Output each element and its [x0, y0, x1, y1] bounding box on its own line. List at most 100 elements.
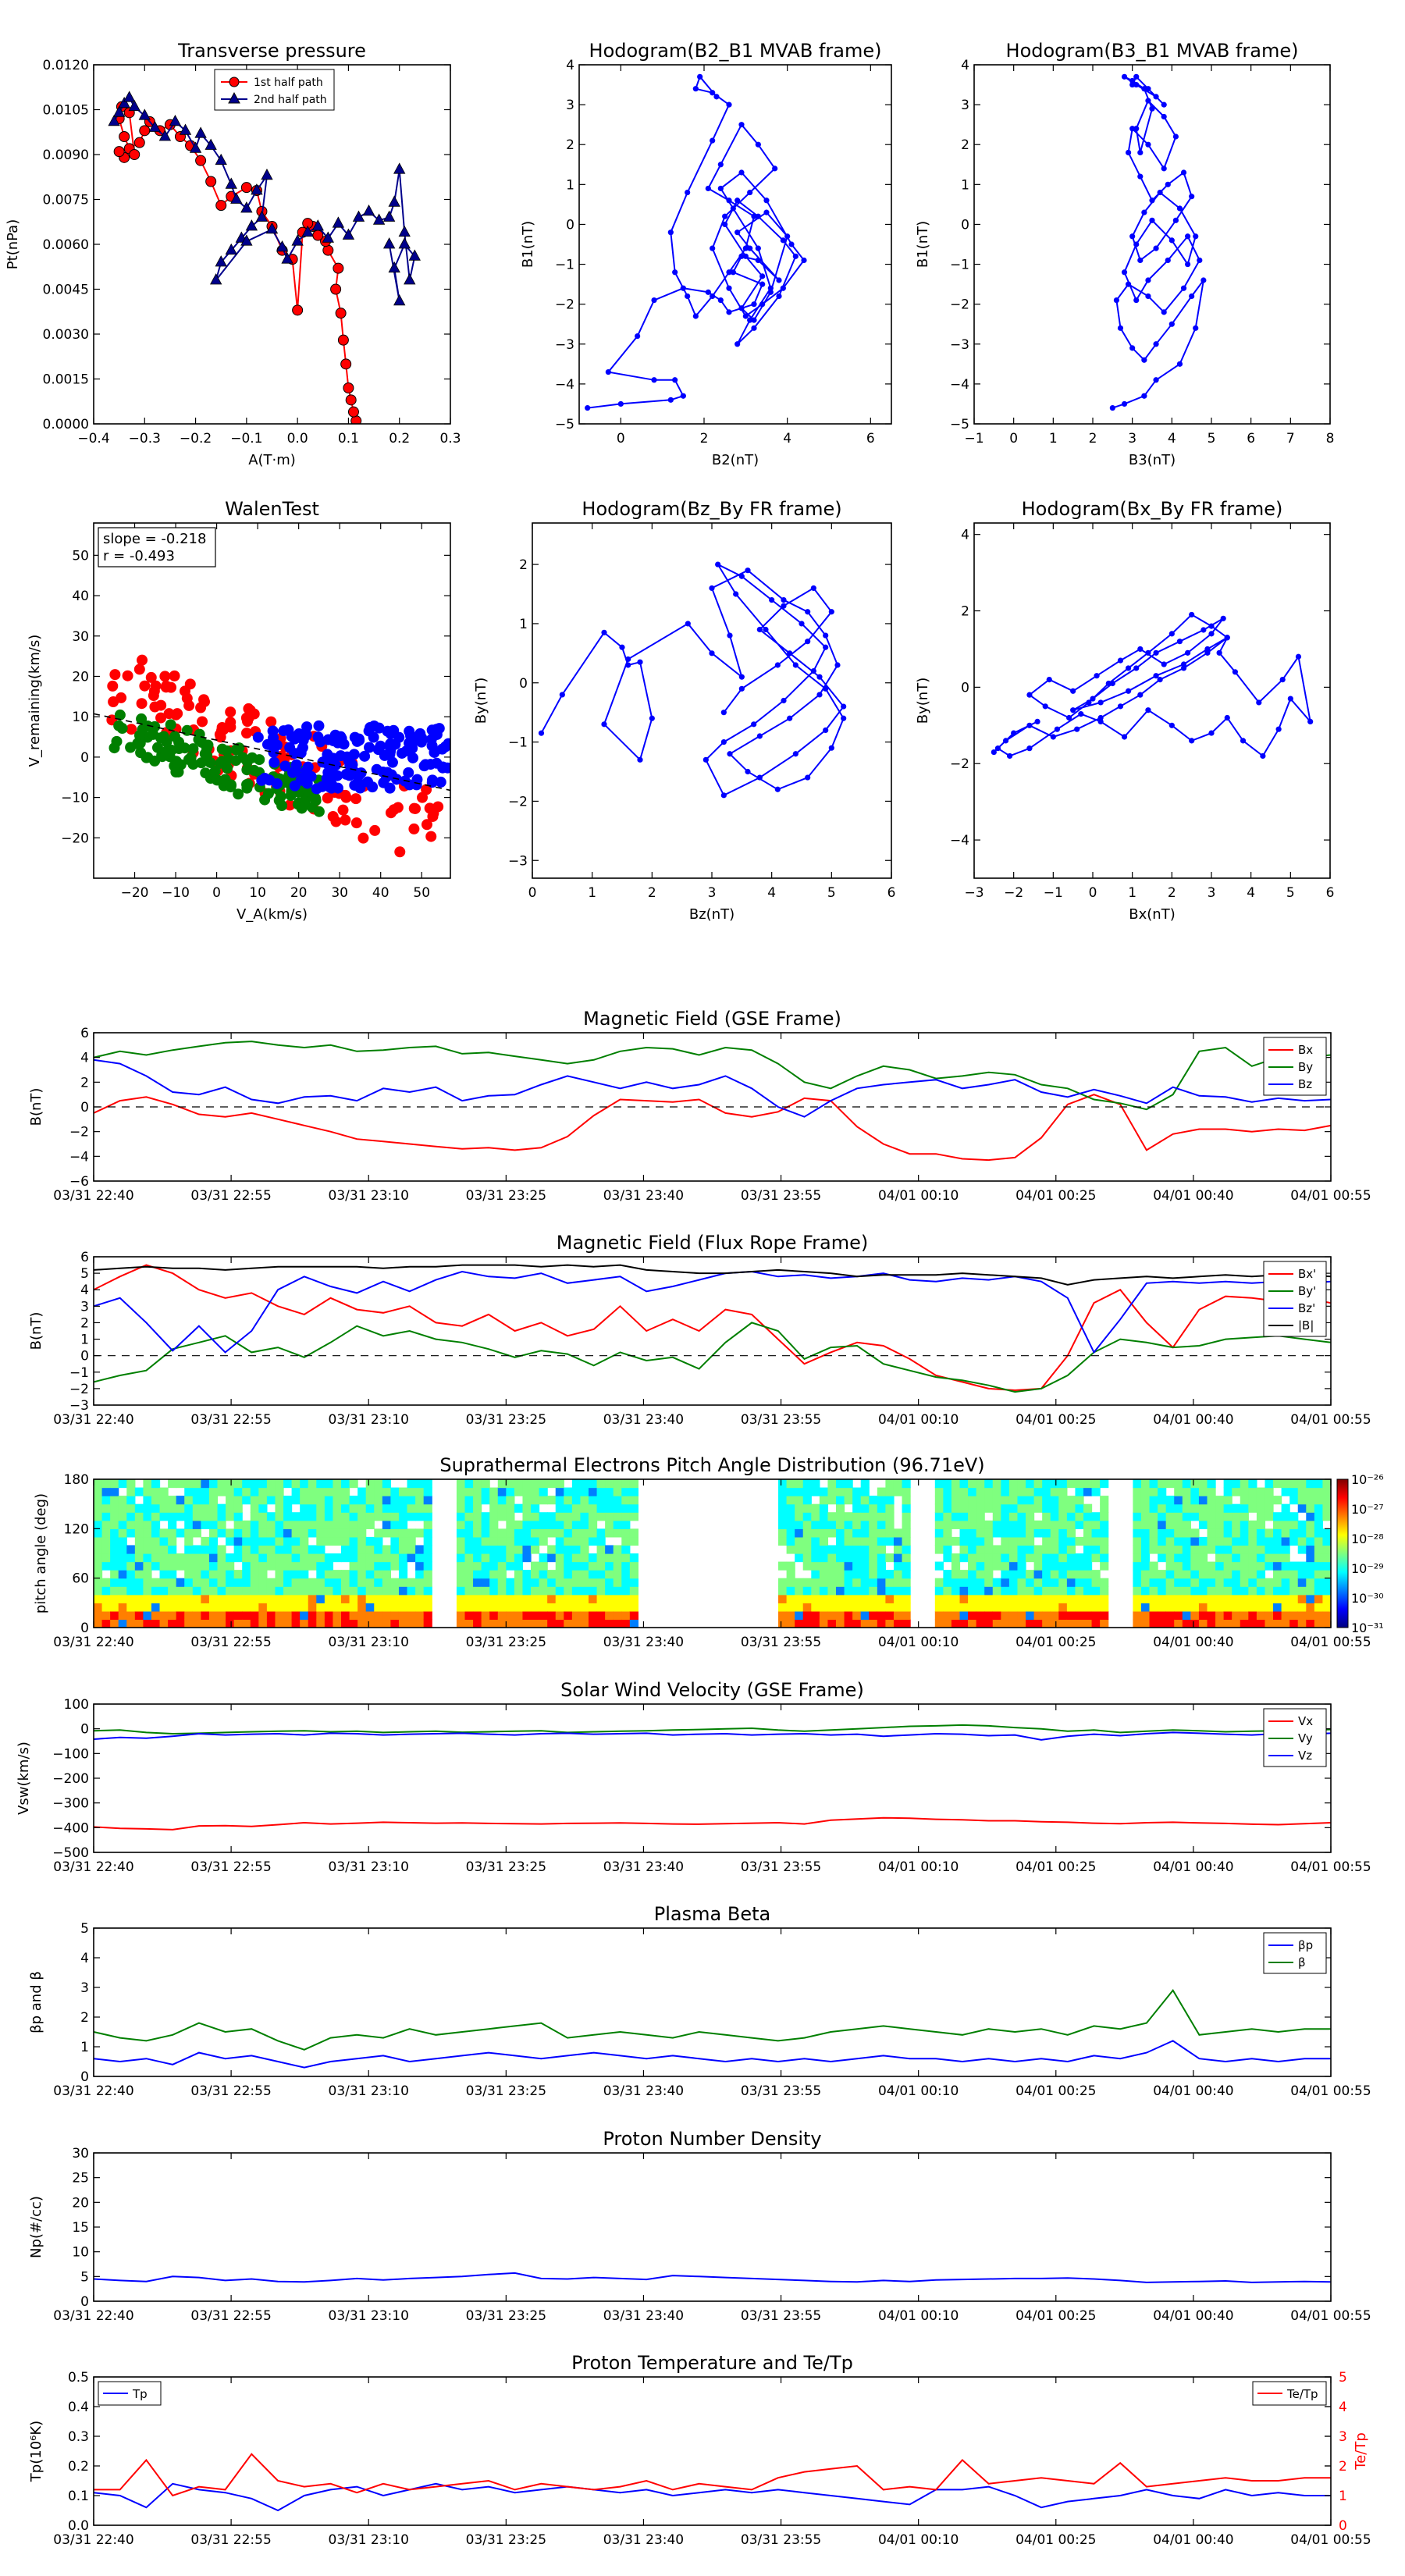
pad-cell [1140, 1520, 1151, 1529]
pad-cell [1075, 1503, 1084, 1513]
pt-point [205, 176, 217, 187]
pad-cell [564, 1603, 573, 1612]
pad-cell [514, 1570, 524, 1579]
pad-cell [365, 1578, 375, 1587]
pt-legend-marker [228, 91, 240, 104]
pad-cell [481, 1545, 490, 1554]
pad-cell [629, 1512, 638, 1521]
pad-cell [473, 1594, 482, 1603]
pad-cell [143, 1545, 152, 1554]
pad-cell [291, 1603, 301, 1612]
pad-cell [1066, 1594, 1076, 1603]
h21-point [747, 317, 753, 323]
pad-cell [802, 1586, 812, 1596]
pad-cell [1264, 1594, 1274, 1603]
pad-cell [1066, 1610, 1076, 1621]
walen-point [279, 760, 291, 772]
pad-cell [242, 1520, 251, 1529]
pad-cell [1215, 1619, 1225, 1628]
bgse-legend-label: Bz [1298, 1077, 1312, 1091]
pad-cell [514, 1610, 524, 1621]
pad-cell [357, 1619, 367, 1628]
pad-cell [934, 1578, 944, 1587]
pad-cell [365, 1586, 375, 1596]
pad-cell [877, 1536, 886, 1546]
tp-xtick-label: 03/31 22:55 [190, 2532, 271, 2548]
pt-ylabel: Pt(nPa) [5, 219, 21, 269]
pad-cell [94, 1536, 103, 1546]
pad-cell [1165, 1594, 1175, 1603]
pad-cell [844, 1536, 853, 1546]
pad-cell [877, 1594, 886, 1603]
pad-cell [464, 1610, 474, 1621]
pad-cell [357, 1512, 367, 1521]
pad-cell [1273, 1603, 1282, 1612]
walen-xtick-label: 50 [413, 885, 430, 901]
h31-point [1153, 94, 1159, 100]
hxy-point [1168, 631, 1175, 637]
hzy-xtick-label: 3 [708, 885, 717, 901]
walen-point [262, 788, 274, 799]
hxy-frame [973, 522, 1331, 879]
hzy-point [601, 721, 607, 728]
pad-cell [291, 1561, 301, 1571]
pad-cell [1033, 1553, 1043, 1563]
hzy-point [823, 644, 829, 650]
pad-cell [795, 1545, 804, 1554]
pad-cell [481, 1619, 490, 1628]
walen-point [347, 759, 358, 770]
tp-legend-left-label: Tp [132, 2387, 148, 2401]
pad-cell [1306, 1619, 1315, 1628]
pad-cell [489, 1496, 499, 1505]
pad-ytick-label: 60 [72, 1571, 89, 1587]
hxy-point [1086, 699, 1092, 706]
pad-cell [1223, 1594, 1232, 1603]
pad-cell [819, 1496, 829, 1505]
pad-cell [571, 1479, 582, 1489]
walen-point [367, 781, 379, 793]
pad-cell [539, 1570, 548, 1579]
pad-cell [1158, 1487, 1167, 1496]
pt-point [393, 162, 406, 174]
h21-point [792, 253, 799, 259]
pad-cell [349, 1594, 358, 1603]
walen-point [230, 755, 242, 767]
pad-cell [943, 1536, 952, 1546]
walen-point [382, 767, 393, 778]
pad-cell [143, 1512, 152, 1521]
h31-ytick-label: −3 [950, 337, 969, 353]
pad-cell [580, 1553, 589, 1563]
pad-cell [1050, 1578, 1059, 1587]
pad-cell [1264, 1479, 1274, 1489]
pad-cell [341, 1603, 350, 1612]
hxy-ytick-label: 4 [961, 528, 969, 543]
pad-cell [522, 1545, 532, 1554]
pad-cell [836, 1520, 845, 1529]
pad-cell [201, 1586, 210, 1596]
pad-cell [580, 1603, 589, 1612]
pad-cell [390, 1594, 400, 1603]
pad-cell [184, 1536, 194, 1546]
pad-cell [1289, 1619, 1299, 1628]
hzy-point [619, 644, 625, 650]
pad-cell [1042, 1487, 1051, 1496]
h21-point [738, 122, 745, 128]
pad-cell [201, 1561, 210, 1571]
bfr-ytick-label: 3 [80, 1299, 89, 1315]
pad-cell [613, 1586, 622, 1596]
bfr-xtick-label: 04/01 00:55 [1290, 1412, 1371, 1428]
hxy-point [1050, 734, 1056, 740]
pad-cell [1273, 1528, 1282, 1538]
pad-cell [407, 1603, 416, 1612]
pad-cell [1240, 1619, 1249, 1628]
pad-cell [324, 1561, 334, 1571]
pad-cell [1281, 1503, 1290, 1513]
pad-cell [201, 1487, 210, 1496]
pad-cell [275, 1603, 284, 1612]
pad-cell [992, 1578, 1001, 1587]
pt-point [388, 261, 400, 273]
pad-cell [836, 1619, 845, 1628]
np-xtick-label: 04/01 00:40 [1153, 2308, 1233, 2324]
pad-cell [176, 1496, 185, 1505]
pad-cell [621, 1520, 631, 1529]
